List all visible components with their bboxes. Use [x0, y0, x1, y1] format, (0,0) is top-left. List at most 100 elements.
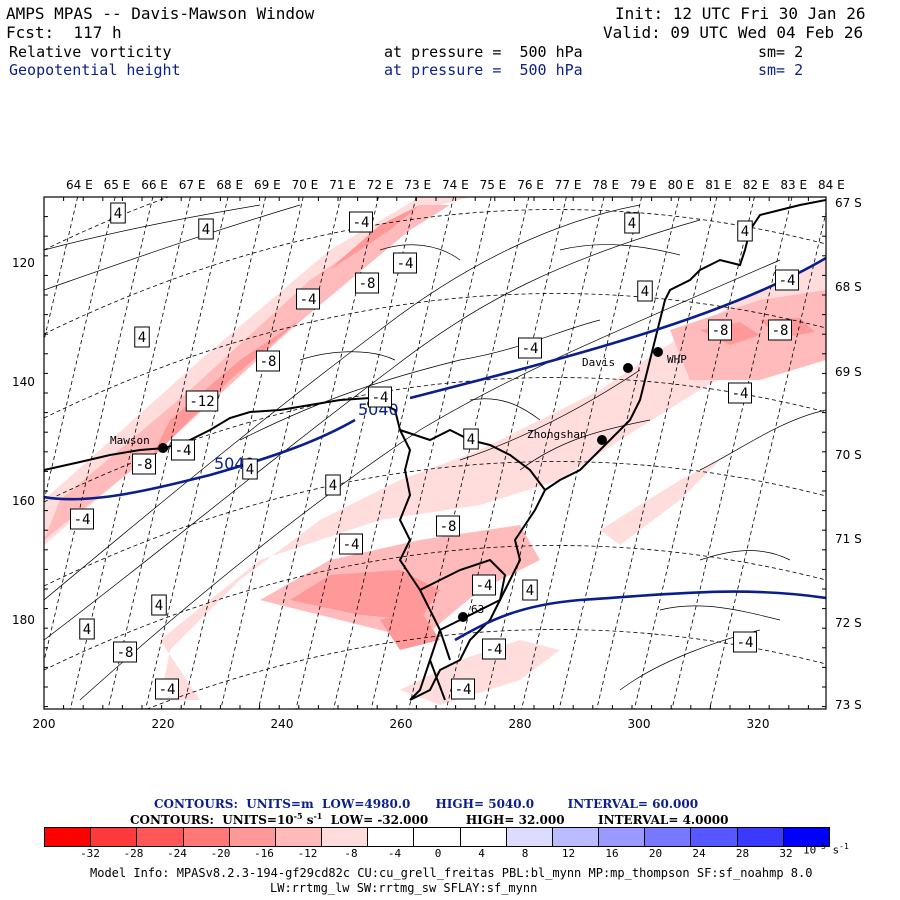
colorbar-labels: -32 -28 -24 -20 -16 -12 -8 -4 0 4 8 12 16 20 24 28 32 [44, 847, 828, 861]
lon-label: 83 E [780, 178, 807, 192]
axis-ticks [43, 196, 826, 709]
label-box [151, 594, 167, 616]
vorticity-contour-label: -8 [768, 319, 792, 341]
colorbar-unit-base: 10 [803, 843, 817, 857]
vorticity-contour-label: 4 [134, 326, 150, 348]
lon-label: 80 E [668, 178, 695, 192]
lon-label: 71 E [329, 178, 356, 192]
lon-label: 73 E [404, 178, 431, 192]
label-box [733, 631, 757, 653]
y-axis-label: 180 [12, 613, 35, 627]
colorbar-tick-label: -32 [80, 847, 100, 860]
colorbar-tick-label: -28 [123, 847, 144, 860]
vorticity-contour-label: -8 [436, 515, 460, 537]
colorbar-swatch [322, 828, 369, 846]
meridian-line [521, 197, 642, 709]
vorticity-value: -4 [737, 635, 754, 651]
contours-vorticity-line: CONTOURS: UNITS=10-5 s-1 LOW= -32.000 HI… [130, 811, 729, 827]
lon-label: 72 E [367, 178, 394, 192]
lon-label: 66 E [141, 178, 168, 192]
contours-height-interval: 60.000 [652, 797, 699, 811]
station-label: Mawson [110, 434, 150, 447]
label-box [436, 515, 460, 537]
colorbar-unit: 10-5 s-1 [803, 842, 849, 857]
contours-height-prefix: CONTOURS: UNITS=m LOW= [154, 797, 365, 811]
vorticity-contour-label: -4 [171, 439, 195, 461]
vorticity-value: -8 [440, 519, 457, 535]
x-axis-label: 300 [628, 717, 651, 731]
colorbar-swatch [91, 828, 138, 846]
meridian-line [0, 197, 40, 709]
vorticity-value: -4 [300, 292, 317, 308]
contours-vort-exp: -5 [293, 811, 303, 821]
label-box [70, 508, 94, 530]
vorticity-value: -4 [74, 512, 91, 528]
x-axis-label: 280 [509, 717, 532, 731]
colorbar-tick-label: 16 [605, 847, 619, 860]
field2-smoothing: sm= 2 [758, 61, 804, 79]
colorbar-tick-label: -4 [387, 847, 402, 860]
lon-label: 78 E [592, 178, 619, 192]
contours-vort-unit: s [302, 813, 314, 827]
product-title: AMPS MPAS -- Davis-Mawson Window [6, 4, 315, 23]
meridian-line [107, 197, 229, 709]
colorbar-swatch [783, 828, 829, 846]
model-info-line2: LW:rrtmg_lw SW:rrtmg_sw SFLAY:sf_mynn [270, 881, 538, 895]
label-box [134, 326, 150, 348]
vorticity-value: 4 [138, 330, 146, 346]
lat-lon-graticule [0, 197, 826, 709]
meridian-line [333, 197, 454, 709]
lat-label: 70 S [835, 448, 862, 462]
contours-height-line: CONTOURS: UNITS=m LOW=4980.0 HIGH= 5040.… [154, 797, 698, 811]
colorbar-swatch [506, 828, 553, 846]
vorticity-contour-label: 4 [737, 220, 753, 242]
vorticity-value: -4 [353, 215, 370, 231]
station-marker-davis [623, 363, 633, 373]
contours-vort-prefix: CONTOURS: UNITS=10 [130, 813, 294, 827]
vorticity-value: -4 [522, 341, 539, 357]
meridian-line [44, 197, 154, 663]
vorticity-contour-label: -12 [185, 390, 219, 412]
contours-vort-high-label: HIGH= [465, 813, 515, 827]
vorticity-contour-label: -4 [728, 382, 752, 404]
colorbar-swatch [552, 828, 600, 846]
label-box [349, 211, 373, 233]
label-box [155, 678, 179, 700]
vorticity-contour-label: -4 [451, 678, 475, 700]
label-box [110, 202, 126, 224]
lon-label: 69 E [254, 178, 281, 192]
colorbar-tick-label: -20 [210, 847, 231, 860]
station-label: Zhongshan [527, 428, 587, 441]
vorticity-contour-label: -4 [368, 386, 392, 408]
colorbar-tick-label: 12 [561, 847, 576, 860]
contours-height-interval-label: INTERVAL= [567, 797, 648, 811]
contours-height-high-label: HIGH= [435, 797, 485, 811]
label-box [472, 574, 496, 596]
lon-label: 67 E [179, 178, 206, 192]
vorticity-value: 4 [741, 224, 749, 240]
x-axis-label: 260 [390, 717, 413, 731]
coastline-inner [399, 428, 546, 701]
vorticity-value: 4 [467, 432, 475, 448]
x-axis-label: 240 [271, 717, 294, 731]
colorbar-swatch [229, 828, 276, 846]
meridian-line [483, 197, 605, 709]
label-box [728, 382, 752, 404]
vorticity-contour-label: -4 [349, 211, 373, 233]
label-box [624, 212, 640, 234]
label-box [451, 678, 475, 700]
field2-name: Geopotential height [9, 61, 181, 79]
label-box [185, 390, 219, 412]
lat-label: 73 S [835, 698, 862, 712]
lat-label: 71 S [835, 532, 862, 546]
colorbar-swatch [599, 828, 646, 846]
meridian-line [44, 197, 78, 343]
label-box [518, 337, 542, 359]
y-axis-label: 140 [12, 375, 35, 389]
parallel-line [145, 629, 826, 709]
vorticity-contour-label: -8 [256, 350, 280, 372]
meridian-line [558, 197, 680, 709]
label-box [775, 269, 799, 291]
vorticity-value: -4 [343, 537, 360, 553]
